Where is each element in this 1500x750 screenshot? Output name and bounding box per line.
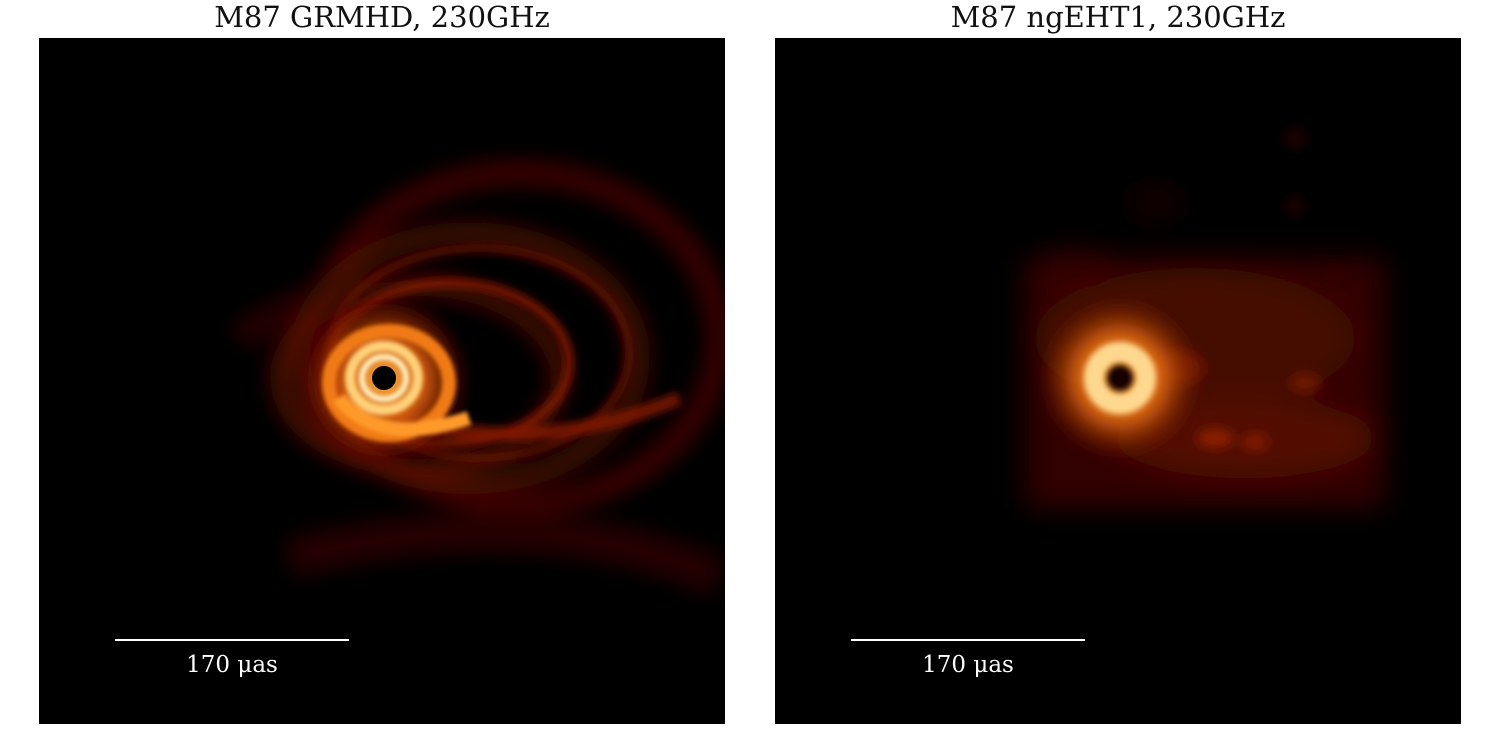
grmhd-image (230, 160, 725, 597)
panel-title-ngeht1: M87 ngEHT1, 230GHz (950, 0, 1286, 34)
photon-ring (1084, 342, 1156, 414)
black-hole-shadow (372, 366, 396, 390)
panel-title-grmhd: M87 GRMHD, 230GHz (214, 0, 550, 34)
outer-loops (230, 160, 725, 597)
scale-label: 170 μas (922, 652, 1014, 678)
image-panel-ngeht1: 170 μas (775, 38, 1461, 724)
scale-bar (851, 639, 1085, 641)
scale-bar (115, 639, 349, 641)
ngeht1-image (1025, 128, 1385, 508)
black-hole-shadow (1107, 365, 1133, 391)
image-panel-grmhd: 170 μas (39, 38, 725, 724)
scale-label: 170 μas (186, 652, 278, 678)
core-swirl (322, 324, 472, 442)
